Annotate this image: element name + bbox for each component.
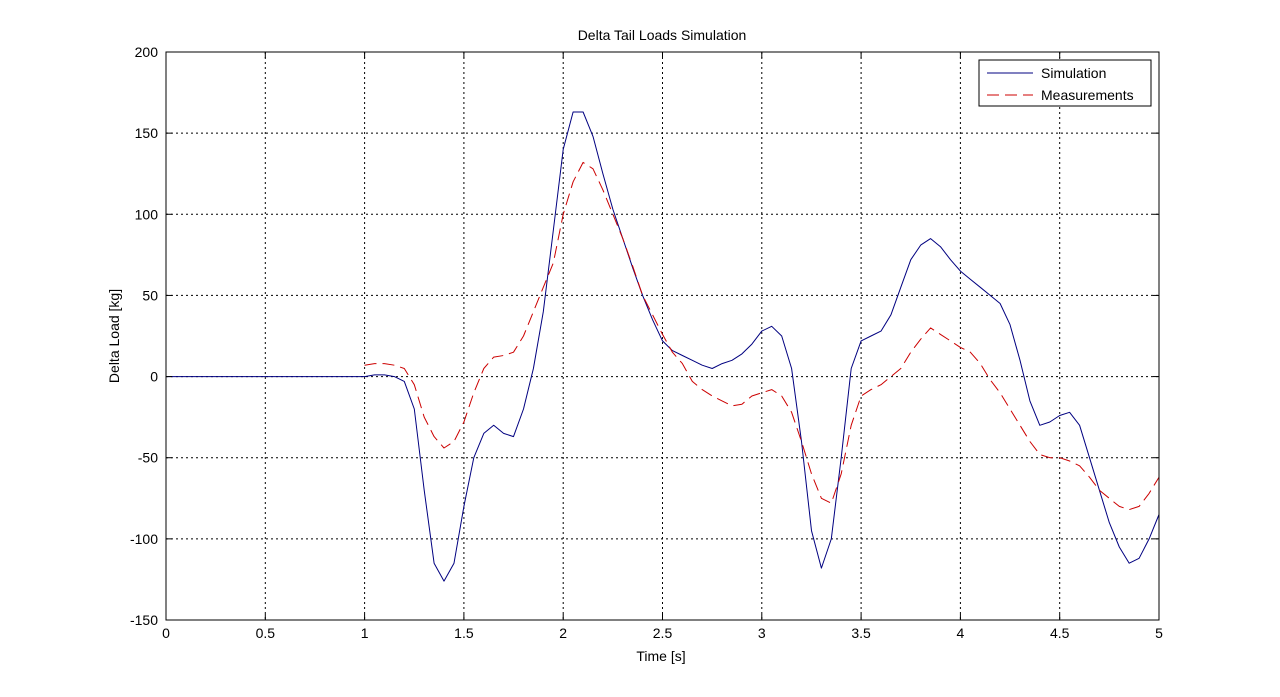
y-tick-label: -150 [130, 612, 158, 628]
plot-area [166, 52, 1159, 620]
legend: Simulation Measurements [978, 59, 1152, 107]
grid [166, 52, 1159, 620]
chart-title: Delta Tail Loads Simulation [578, 27, 747, 43]
legend-box [978, 59, 1152, 107]
y-tick-label: -50 [138, 450, 158, 466]
x-tick-labels: 0 0.5 1 1.5 2 2.5 3 3.5 4 4.5 5 [162, 625, 1163, 641]
x-axis-label: Time [s] [636, 648, 685, 664]
y-tick-label: 150 [135, 125, 159, 141]
x-tick-label: 5 [1155, 625, 1163, 641]
legend-label-measurements: Measurements [1041, 87, 1134, 103]
y-axis-label: Delta Load [kg] [106, 289, 122, 383]
series-line-measurements [364, 161, 1160, 511]
series-group [166, 111, 1160, 582]
x-tick-label: 1.5 [454, 625, 474, 641]
x-tick-label: 0 [162, 625, 170, 641]
x-tick-label: 0.5 [256, 625, 276, 641]
y-tick-label: 0 [150, 369, 158, 385]
ticks [165, 51, 1160, 621]
y-tick-label: 200 [135, 44, 159, 60]
x-tick-label: 2.5 [653, 625, 673, 641]
y-tick-label: 50 [142, 287, 158, 303]
y-tick-labels: -150 -100 -50 0 50 100 150 200 [130, 44, 158, 628]
series-line-simulation [166, 111, 1160, 582]
x-tick-label: 4.5 [1050, 625, 1070, 641]
legend-label-simulation: Simulation [1041, 65, 1106, 81]
x-tick-label: 3 [758, 625, 766, 641]
y-tick-label: -100 [130, 531, 158, 547]
x-tick-label: 4 [957, 625, 965, 641]
x-tick-label: 2 [559, 625, 567, 641]
x-tick-label: 3.5 [851, 625, 871, 641]
y-tick-label: 100 [135, 206, 159, 222]
x-tick-label: 1 [361, 625, 369, 641]
